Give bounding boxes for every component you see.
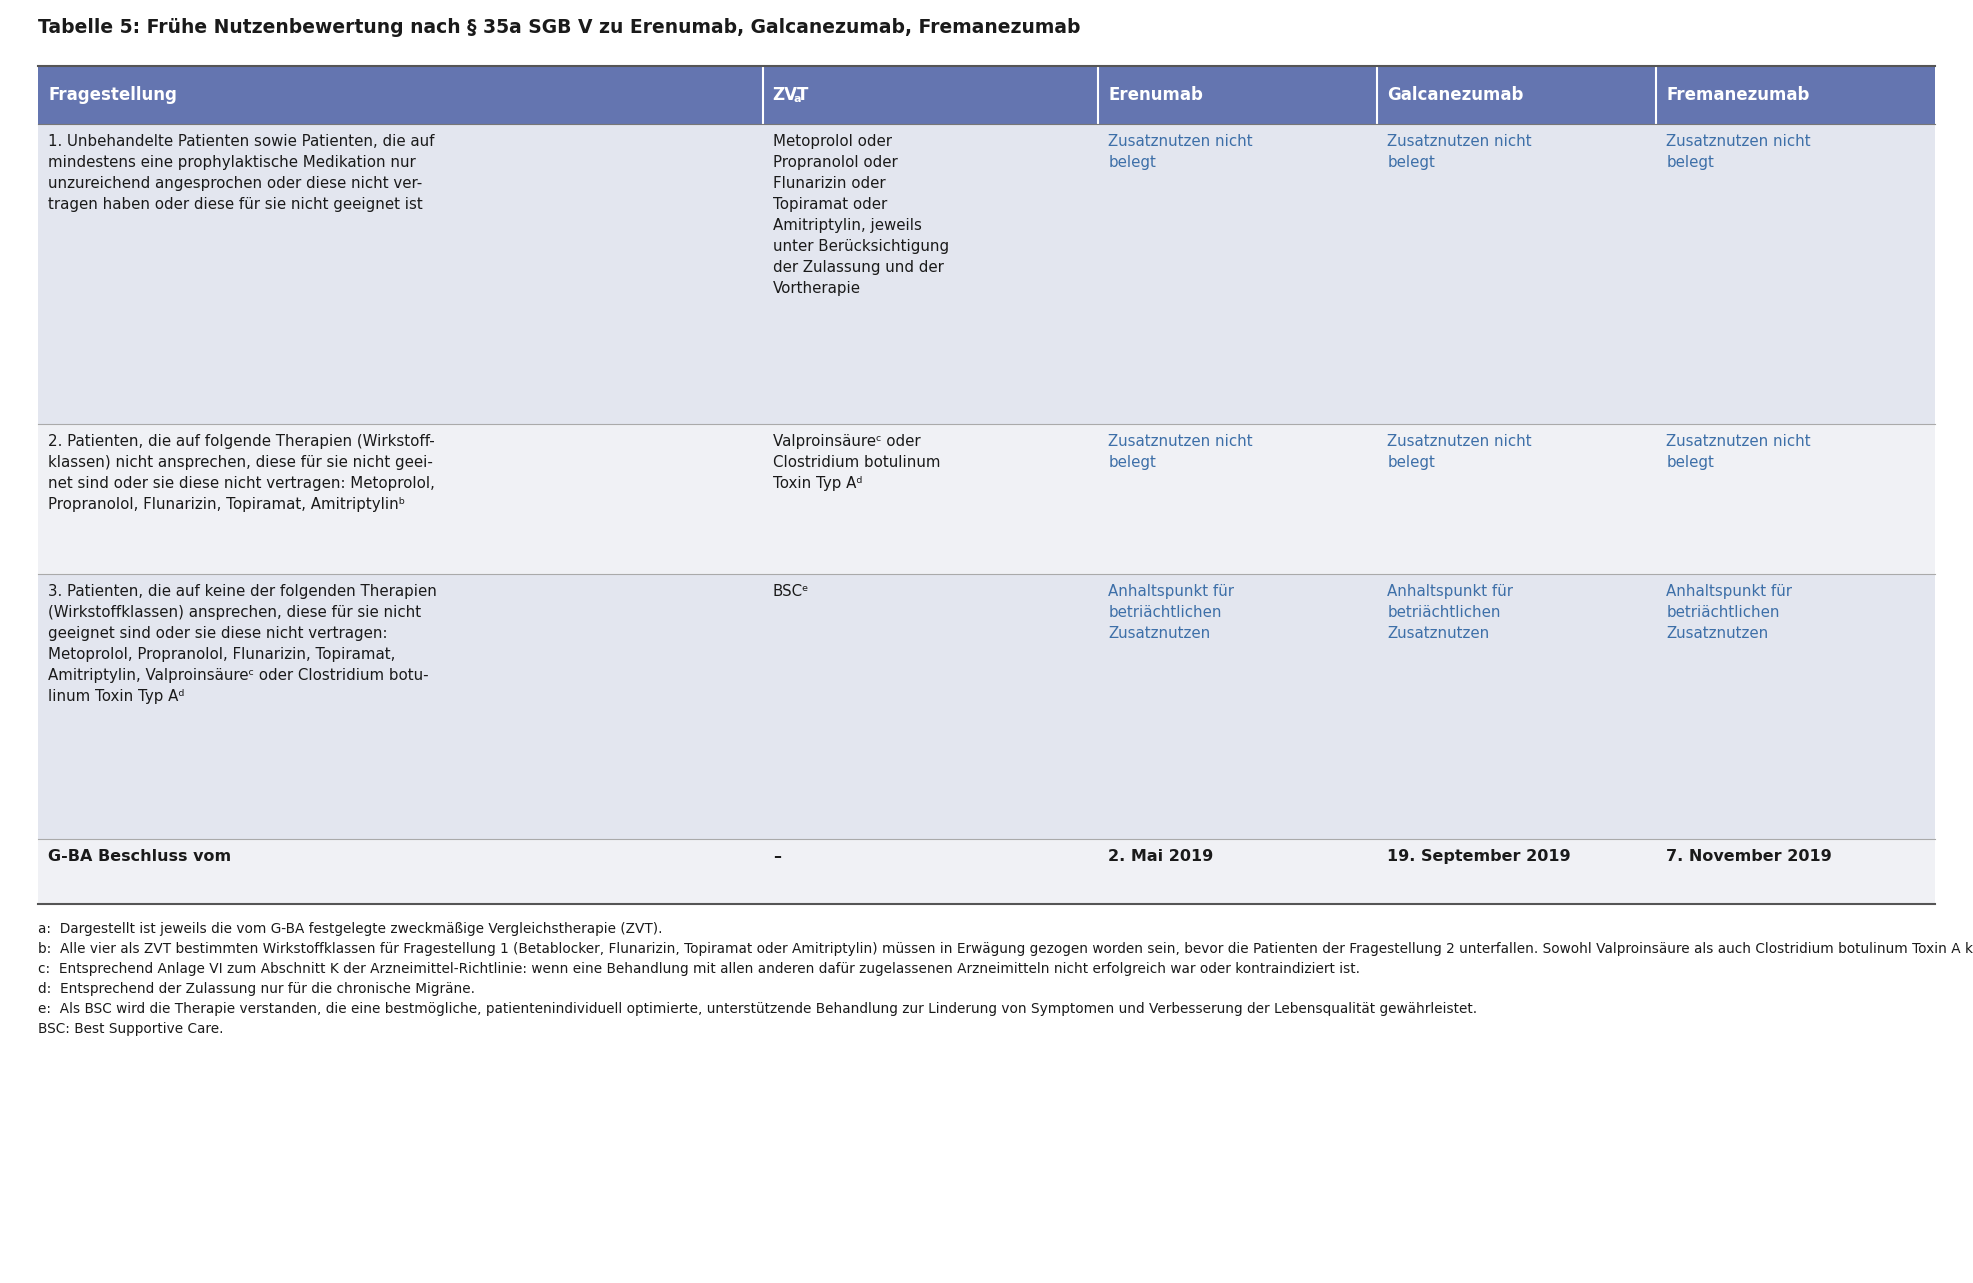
Text: ZVT: ZVT bbox=[773, 86, 809, 104]
Text: Valproinsäureᶜ oder
Clostridium botulinum
Toxin Typ Aᵈ: Valproinsäureᶜ oder Clostridium botulinu… bbox=[773, 434, 941, 491]
Text: c:  Entsprechend Anlage VI zum Abschnitt K der Arzneimittel-Richtlinie: wenn ein: c: Entsprechend Anlage VI zum Abschnitt … bbox=[37, 962, 1359, 976]
Bar bbox=[1377, 65, 1655, 124]
Text: –: – bbox=[773, 849, 781, 863]
Text: BSC: Best Supportive Care.: BSC: Best Supportive Care. bbox=[37, 1023, 223, 1035]
Text: Metoprolol oder
Propranolol oder
Flunarizin oder
Topiramat oder
Amitriptylin, je: Metoprolol oder Propranolol oder Flunari… bbox=[773, 133, 949, 296]
Text: 1. Unbehandelte Patienten sowie Patienten, die auf
mindestens eine prophylaktisc: 1. Unbehandelte Patienten sowie Patiente… bbox=[47, 133, 434, 212]
Text: 2. Mai 2019: 2. Mai 2019 bbox=[1109, 849, 1213, 863]
Text: Zusatznutzen nicht
belegt: Zusatznutzen nicht belegt bbox=[1387, 434, 1531, 470]
Bar bbox=[764, 839, 1099, 905]
Text: 19. September 2019: 19. September 2019 bbox=[1387, 849, 1571, 863]
Bar bbox=[1377, 574, 1655, 839]
Text: Zusatznutzen nicht
belegt: Zusatznutzen nicht belegt bbox=[1109, 133, 1253, 171]
Bar bbox=[1377, 423, 1655, 574]
Text: Anhaltspunkt für
betriächtlichen
Zusatznutzen: Anhaltspunkt für betriächtlichen Zusatzn… bbox=[1387, 584, 1513, 642]
Text: Anhaltspunkt für
betriächtlichen
Zusatznutzen: Anhaltspunkt für betriächtlichen Zusatzn… bbox=[1665, 584, 1791, 642]
Text: 2. Patienten, die auf folgende Therapien (Wirkstoff-
klassen) nicht ansprechen, : 2. Patienten, die auf folgende Therapien… bbox=[47, 434, 434, 512]
Bar bbox=[1099, 65, 1377, 124]
Text: Tabelle 5: Frühe Nutzenbewertung nach § 35a SGB V zu Erenumab, Galcanezumab, Fre: Tabelle 5: Frühe Nutzenbewertung nach § … bbox=[37, 18, 1081, 37]
Bar bbox=[37, 65, 764, 124]
Bar bbox=[1099, 574, 1377, 839]
Bar bbox=[1655, 124, 1936, 423]
Text: Zusatznutzen nicht
belegt: Zusatznutzen nicht belegt bbox=[1665, 434, 1811, 470]
Bar bbox=[764, 423, 1099, 574]
Bar bbox=[764, 65, 1099, 124]
Bar bbox=[1099, 839, 1377, 905]
Bar bbox=[1655, 65, 1936, 124]
Text: Galcanezumab: Galcanezumab bbox=[1387, 86, 1523, 104]
Text: Zusatznutzen nicht
belegt: Zusatznutzen nicht belegt bbox=[1665, 133, 1811, 171]
Bar bbox=[1099, 124, 1377, 423]
Text: a: a bbox=[793, 94, 801, 104]
Text: Anhaltspunkt für
betriächtlichen
Zusatznutzen: Anhaltspunkt für betriächtlichen Zusatzn… bbox=[1109, 584, 1235, 642]
Bar bbox=[764, 124, 1099, 423]
Text: 7. November 2019: 7. November 2019 bbox=[1665, 849, 1831, 863]
Bar bbox=[37, 423, 764, 574]
Text: Fremanezumab: Fremanezumab bbox=[1665, 86, 1809, 104]
Bar bbox=[37, 574, 764, 839]
Text: Zusatznutzen nicht
belegt: Zusatznutzen nicht belegt bbox=[1109, 434, 1253, 470]
Bar bbox=[764, 574, 1099, 839]
Text: a:  Dargestellt ist jeweils die vom G-BA festgelegte zweckmäßige Vergleichsthera: a: Dargestellt ist jeweils die vom G-BA … bbox=[37, 922, 663, 937]
Text: e:  Als BSC wird die Therapie verstanden, die eine bestmögliche, patientenindivi: e: Als BSC wird die Therapie verstanden,… bbox=[37, 1002, 1478, 1016]
Text: Fragestellung: Fragestellung bbox=[47, 86, 178, 104]
Bar bbox=[37, 124, 764, 423]
Bar bbox=[1377, 124, 1655, 423]
Text: Erenumab: Erenumab bbox=[1109, 86, 1204, 104]
Bar bbox=[37, 839, 764, 905]
Bar bbox=[1655, 839, 1936, 905]
Text: d:  Entsprechend der Zulassung nur für die chronische Migräne.: d: Entsprechend der Zulassung nur für di… bbox=[37, 981, 475, 996]
Text: 3. Patienten, die auf keine der folgenden Therapien
(Wirkstoffklassen) anspreche: 3. Patienten, die auf keine der folgende… bbox=[47, 584, 436, 704]
Bar bbox=[1377, 839, 1655, 905]
Bar bbox=[1099, 423, 1377, 574]
Text: G-BA Beschluss vom: G-BA Beschluss vom bbox=[47, 849, 231, 863]
Text: b:  Alle vier als ZVT bestimmten Wirkstoffklassen für Fragestellung 1 (Betablock: b: Alle vier als ZVT bestimmten Wirkstof… bbox=[37, 942, 1973, 956]
Bar bbox=[1655, 423, 1936, 574]
Text: Zusatznutzen nicht
belegt: Zusatznutzen nicht belegt bbox=[1387, 133, 1531, 171]
Text: BSCᵉ: BSCᵉ bbox=[773, 584, 809, 599]
Bar bbox=[1655, 574, 1936, 839]
